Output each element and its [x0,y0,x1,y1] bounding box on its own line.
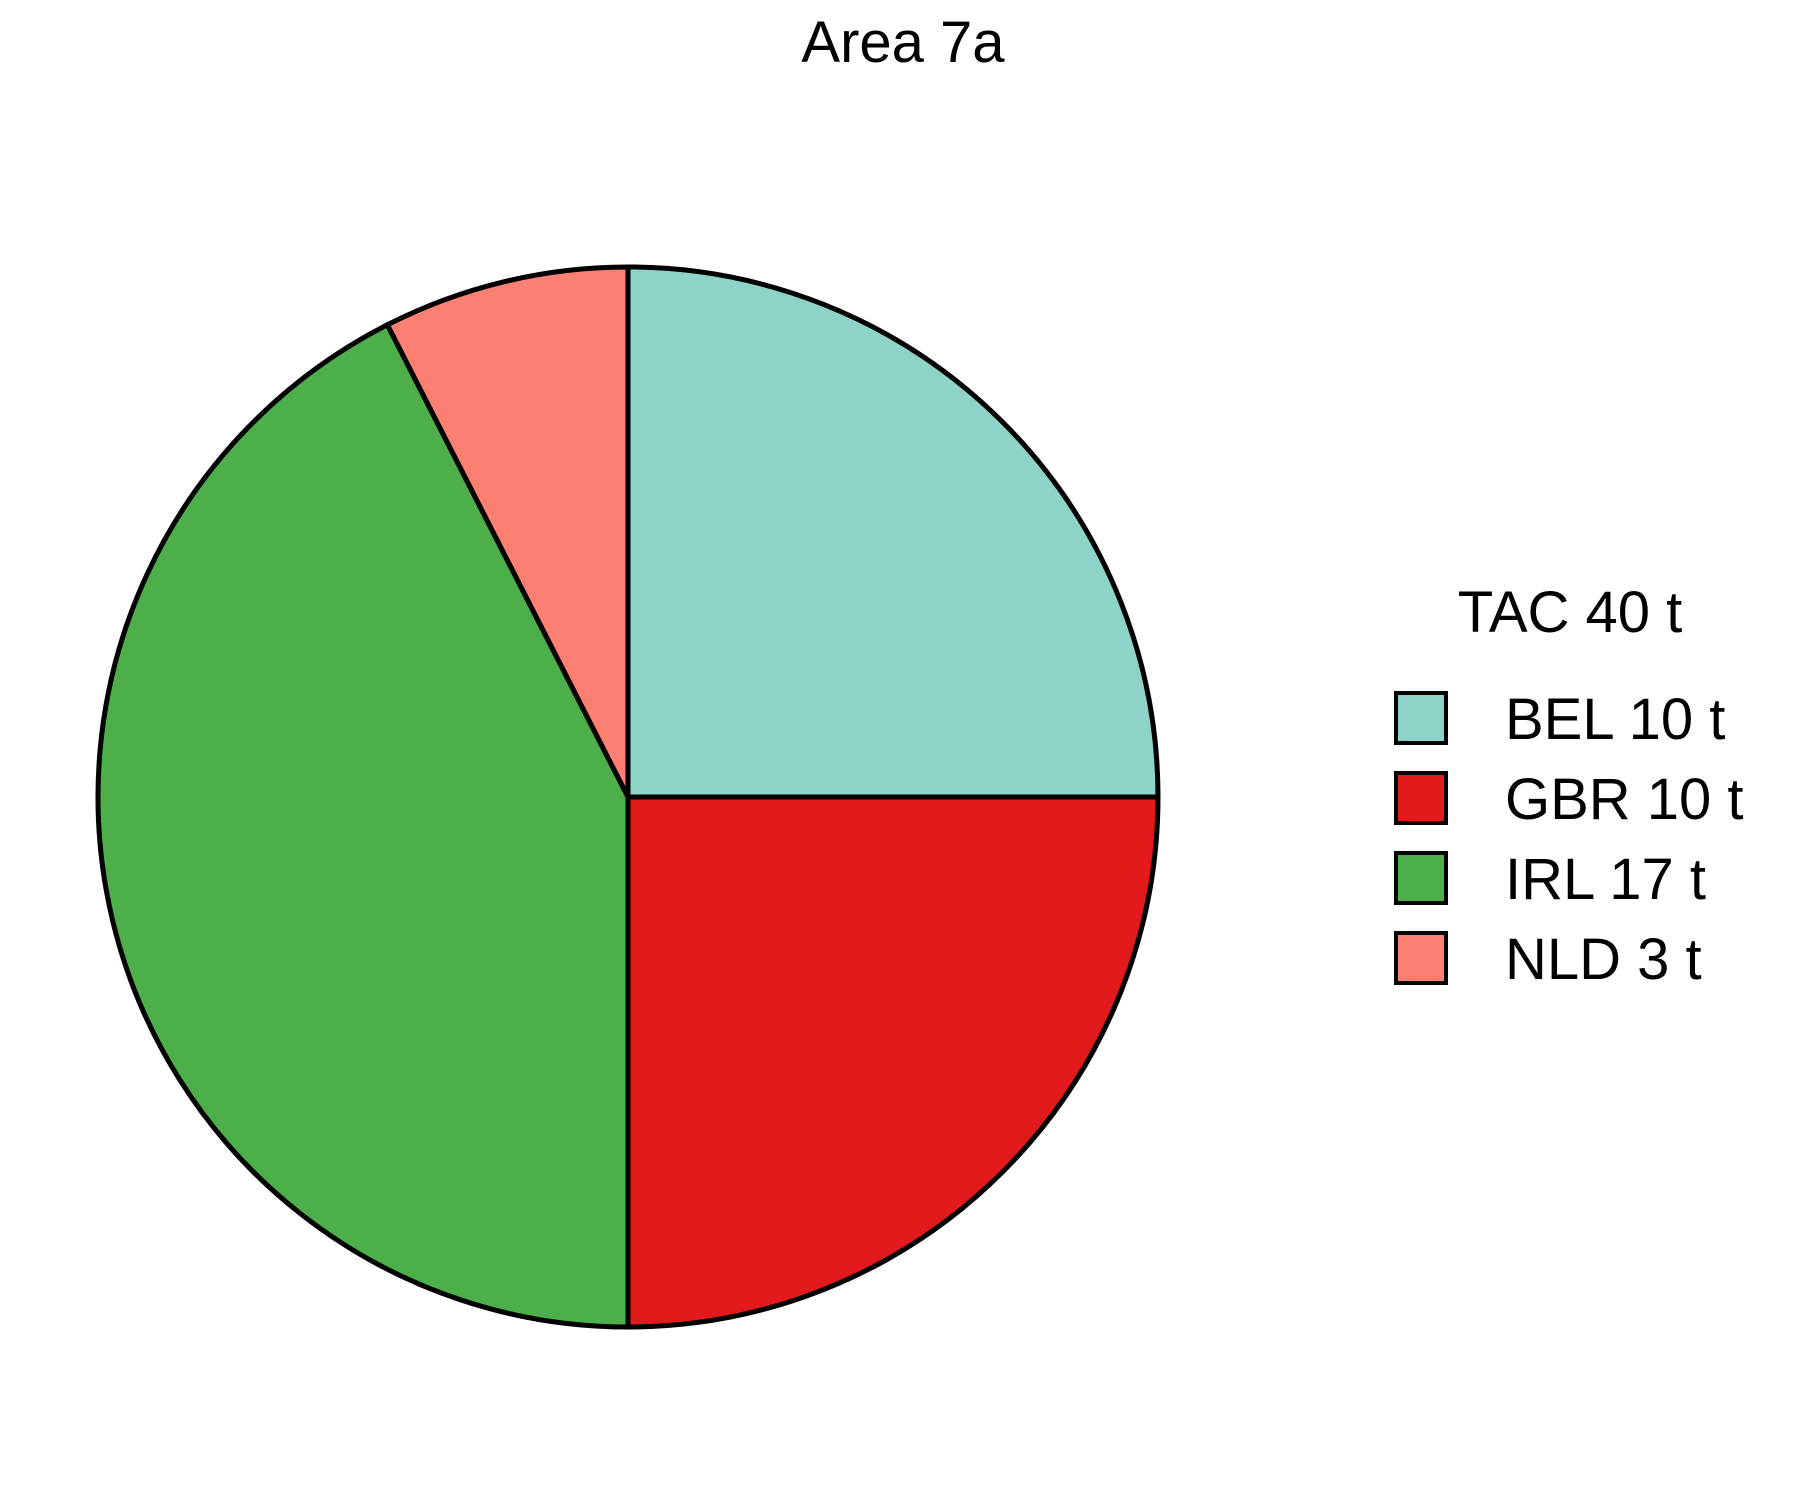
legend-items: BEL 10 t GBR 10 t IRL 17 t NLD 3 t [1394,687,1744,992]
pie-slice-bel [625,264,1161,800]
pie-slice-nld [384,264,631,800]
legend-label-bel: BEL 10 t [1505,687,1725,752]
chart-title: Area 7a [801,10,1005,75]
pie-slice-irl [95,322,631,1330]
legend-swatch-gbr [1394,771,1448,825]
pie-slices [95,264,1161,1330]
legend-swatch-bel [1394,691,1448,745]
legend-title: TAC 40 t [1458,580,1683,645]
legend-label-irl: IRL 17 t [1505,847,1706,912]
legend-label-gbr: GBR 10 t [1505,767,1744,832]
legend-swatch-nld [1394,931,1448,985]
legend-label-nld: NLD 3 t [1505,927,1702,992]
pie-slice-gbr [625,794,1161,1330]
legend-swatch-irl [1394,851,1448,905]
legend: TAC 40 t BEL 10 t GBR 10 t IRL 17 t NLD 3 t [1394,580,1744,992]
